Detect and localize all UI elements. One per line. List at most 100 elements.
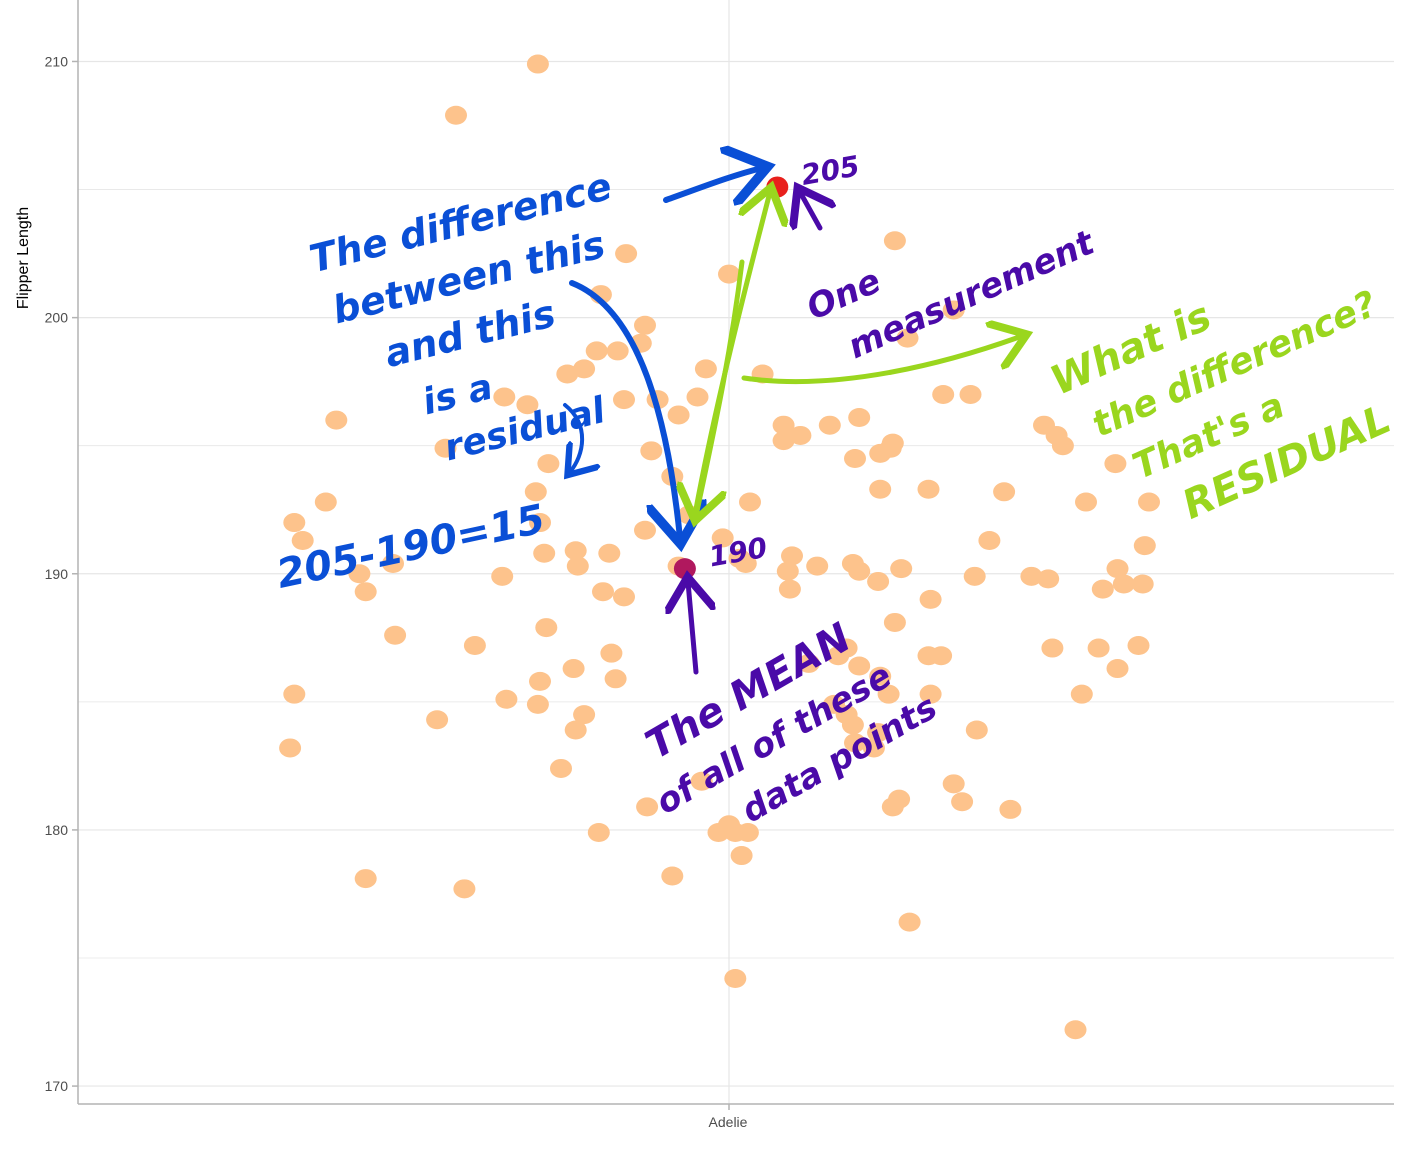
data-point	[516, 395, 539, 415]
data-point	[573, 359, 596, 379]
data-point	[1106, 559, 1129, 579]
data-point	[724, 968, 747, 988]
data-point	[797, 653, 820, 673]
data-point	[384, 625, 407, 645]
data-points	[279, 54, 1160, 1040]
data-point	[1070, 684, 1093, 704]
measurement-point-label: 205	[799, 149, 862, 192]
green-annotation: What is the difference? That's a RESIDUA…	[1044, 284, 1398, 529]
data-point	[606, 341, 629, 361]
data-point	[491, 566, 514, 586]
data-point	[550, 758, 572, 778]
data-point	[1087, 638, 1110, 658]
data-point	[354, 869, 377, 889]
blue-annotation: The difference between this and this is …	[305, 164, 616, 470]
data-point	[564, 541, 587, 561]
y-tick-label: 200	[45, 310, 69, 326]
data-point	[867, 571, 890, 591]
data-point	[942, 774, 965, 794]
data-point	[881, 433, 904, 453]
data-point	[841, 554, 864, 574]
data-point	[999, 799, 1022, 819]
mean-point	[673, 558, 696, 580]
data-point	[1037, 569, 1060, 589]
data-point	[1133, 536, 1156, 556]
data-point	[661, 866, 684, 886]
data-point	[604, 669, 627, 689]
data-point	[806, 556, 829, 576]
data-point	[917, 479, 940, 499]
data-point	[781, 546, 803, 566]
data-point	[718, 264, 740, 284]
data-point	[877, 684, 900, 704]
data-point	[844, 449, 866, 469]
x-tick-label: Adelie	[709, 1114, 748, 1130]
data-point	[965, 720, 988, 740]
data-point	[634, 315, 656, 335]
data-point	[325, 410, 348, 430]
purple-arrow-to-mean	[688, 582, 696, 675]
data-point	[495, 689, 518, 709]
data-point	[529, 671, 551, 691]
data-point	[711, 528, 734, 548]
data-point	[636, 797, 659, 817]
data-point	[776, 561, 799, 581]
data-point	[1138, 492, 1160, 512]
data-point	[526, 54, 549, 74]
data-point	[279, 738, 302, 758]
data-point	[382, 554, 404, 574]
data-point	[463, 635, 486, 655]
data-point	[1112, 574, 1135, 594]
data-point	[881, 797, 904, 817]
data-point	[526, 694, 549, 714]
data-point	[354, 582, 377, 602]
data-point	[556, 364, 579, 384]
data-point	[818, 415, 841, 435]
data-point	[291, 530, 314, 550]
data-point	[529, 513, 551, 533]
data-point	[883, 231, 906, 251]
data-point	[1104, 454, 1127, 474]
blue-arrow-to-formula	[563, 403, 582, 472]
purple-arrow-to-measurement	[800, 192, 820, 231]
data-point	[734, 554, 757, 574]
data-point	[835, 638, 858, 658]
data-point	[1127, 635, 1150, 655]
data-point	[789, 425, 812, 445]
data-point	[1106, 659, 1129, 679]
blue-note-line-4: is a	[419, 366, 497, 423]
axes	[72, 0, 1394, 1110]
data-point	[537, 454, 560, 474]
data-point	[883, 612, 906, 632]
data-point	[690, 771, 713, 791]
data-point	[426, 710, 449, 730]
blue-arrow-to-measurement	[663, 168, 762, 200]
data-point	[1051, 436, 1074, 456]
gridlines	[78, 0, 1394, 1104]
data-point	[1131, 574, 1154, 594]
data-point	[930, 646, 953, 666]
green-arrow-residual-down	[696, 259, 745, 516]
data-point	[959, 384, 982, 404]
data-point	[867, 723, 890, 743]
data-point	[772, 415, 795, 435]
data-point	[434, 438, 457, 458]
data-point	[848, 408, 871, 428]
data-point	[573, 705, 596, 725]
y-tick-labels: 170 180 190 200 210	[45, 53, 69, 1094]
data-point	[587, 822, 610, 842]
data-point	[993, 482, 1016, 502]
data-point	[919, 589, 942, 609]
data-point	[686, 387, 709, 407]
data-point	[667, 405, 690, 425]
data-point	[739, 492, 761, 512]
data-point	[841, 715, 864, 735]
y-tick-label: 170	[45, 1078, 69, 1094]
data-point	[1075, 492, 1097, 512]
data-point	[640, 441, 663, 461]
data-point	[453, 879, 476, 899]
data-point	[634, 520, 656, 540]
data-point	[566, 556, 589, 576]
data-point	[778, 579, 801, 599]
